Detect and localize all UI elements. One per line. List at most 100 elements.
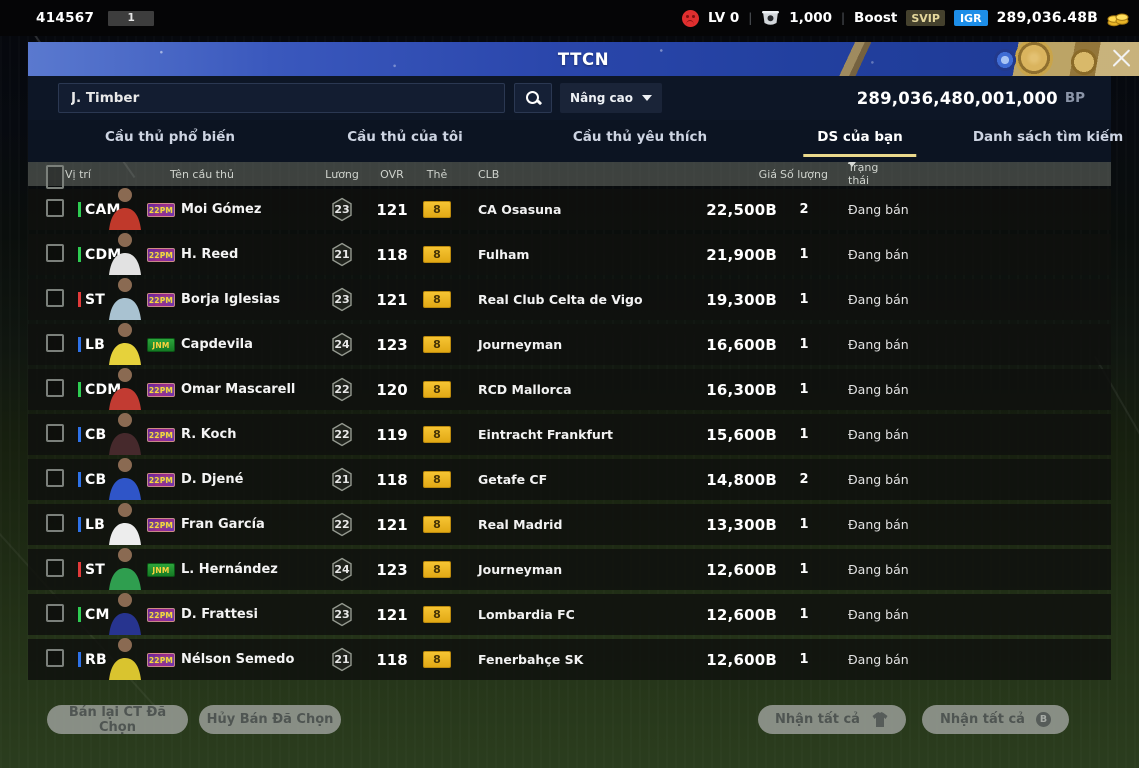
tab-favorite-players[interactable]: Cầu thủ yêu thích xyxy=(572,129,708,145)
table-row[interactable]: LB 22PM Fran García 22 121 8 Real Madrid… xyxy=(28,502,1111,545)
col-club: CLB xyxy=(478,167,500,181)
advanced-search-dropdown[interactable]: Nâng cao xyxy=(560,83,662,113)
table-row[interactable]: CDM 22PM H. Reed 21 118 8 Fulham 21,900B… xyxy=(28,232,1111,275)
level-label: LV 0 xyxy=(707,10,740,26)
price-value: 12,600B xyxy=(706,560,777,579)
table-row[interactable]: CM 22PM D. Frattesi 23 121 8 Lombardia F… xyxy=(28,592,1111,635)
system-top-bar: 414567 1 LV 0 | 1,000 | Boost SVIP IGR 2… xyxy=(0,0,1139,36)
quantity-value: 1 xyxy=(799,337,809,352)
ovr-value: 123 xyxy=(376,335,408,354)
table-row[interactable]: RB 22PM Nélson Semedo 21 118 8 Fenerbahç… xyxy=(28,637,1111,680)
price-value: 14,800B xyxy=(706,470,777,489)
wage-badge: 24 xyxy=(331,557,353,582)
row-checkbox[interactable] xyxy=(46,514,64,532)
position-color-bar xyxy=(78,337,81,352)
player-search-input[interactable] xyxy=(58,83,505,113)
ovr-value: 123 xyxy=(376,560,408,579)
cup-count: 1,000 xyxy=(789,10,832,26)
table-row[interactable]: CB 22PM D. Djené 21 118 8 Getafe CF 14,8… xyxy=(28,457,1111,500)
row-checkbox[interactable] xyxy=(46,559,64,577)
quantity-value: 1 xyxy=(799,517,809,532)
position-color-bar xyxy=(78,202,81,217)
card-season-badge: JNM xyxy=(147,338,175,352)
row-checkbox[interactable] xyxy=(46,469,64,487)
title-trophy-art xyxy=(829,42,1139,76)
player-photo xyxy=(105,634,145,680)
player-name: R. Koch xyxy=(181,427,237,442)
price-value: 12,600B xyxy=(706,605,777,624)
row-checkbox[interactable] xyxy=(46,244,64,262)
status-label: Đang bán xyxy=(848,652,909,667)
card-season-badge: 22PM xyxy=(147,383,175,397)
row-checkbox[interactable] xyxy=(46,649,64,667)
tab-search-list[interactable]: Danh sách tìm kiếm xyxy=(972,129,1124,145)
divider: | xyxy=(841,11,846,25)
row-checkbox[interactable] xyxy=(46,289,64,307)
table-row[interactable]: CB 22PM R. Koch 22 119 8 Eintracht Frank… xyxy=(28,412,1111,455)
position-color-bar xyxy=(78,607,81,622)
wage-badge: 22 xyxy=(331,422,353,447)
wage-badge: 23 xyxy=(331,287,353,312)
table-row[interactable]: ST 22PM Borja Iglesias 23 121 8 Real Clu… xyxy=(28,277,1111,320)
resell-selected-button[interactable]: Bán lại CT Đã Chọn xyxy=(47,705,188,735)
ovr-value: 118 xyxy=(376,245,408,264)
boost-label[interactable]: Boost xyxy=(854,10,898,26)
player-name: H. Reed xyxy=(181,247,239,262)
row-checkbox[interactable] xyxy=(46,199,64,217)
position-label: LB xyxy=(85,516,105,533)
table-row[interactable]: CDM 22PM Omar Mascarell 22 120 8 RCD Mal… xyxy=(28,367,1111,410)
position-label: ST xyxy=(85,561,106,578)
quantity-value: 1 xyxy=(799,427,809,442)
channel-badge[interactable]: 1 xyxy=(108,10,155,26)
claim-all-players-button[interactable]: Nhận tất cả xyxy=(758,705,906,734)
row-checkbox[interactable] xyxy=(46,379,64,397)
select-all-checkbox[interactable] xyxy=(46,165,64,189)
igr-badge[interactable]: IGR xyxy=(953,10,988,26)
tab-my-players[interactable]: Cầu thủ của tôi xyxy=(347,129,463,145)
position-label: CB xyxy=(85,471,107,488)
bp-amount: 289,036,480,001,000 xyxy=(856,88,1058,108)
wage-badge: 21 xyxy=(331,467,353,492)
card-season-badge: 22PM xyxy=(147,653,175,667)
wage-value: 23 xyxy=(334,203,350,216)
search-button[interactable] xyxy=(514,83,552,113)
status-label: Đang bán xyxy=(848,427,909,442)
status-label: Đang bán xyxy=(848,292,909,307)
row-checkbox[interactable] xyxy=(46,334,64,352)
cancel-sale-selected-button[interactable]: Hủy Bán Đã Chọn xyxy=(199,705,341,734)
row-checkbox[interactable] xyxy=(46,424,64,442)
player-name: D. Djené xyxy=(181,472,244,487)
wage-value: 24 xyxy=(334,338,350,351)
ovr-value: 121 xyxy=(376,515,408,534)
position-label: CDM xyxy=(85,381,122,398)
card-level-badge: 8 xyxy=(423,381,451,398)
table-row[interactable]: CAM 22PM Moi Gómez 23 121 8 CA Osasuna 2… xyxy=(28,187,1111,230)
row-checkbox[interactable] xyxy=(46,604,64,622)
card-season-badge: 22PM xyxy=(147,203,175,217)
club-name: Fulham xyxy=(478,247,530,262)
close-icon[interactable] xyxy=(1109,45,1135,71)
claim-all-bp-button[interactable]: Nhận tất cả B xyxy=(922,705,1069,734)
player-name: Nélson Semedo xyxy=(181,652,295,667)
table-row[interactable]: LB JNM Capdevila 24 123 8 Journeyman 16,… xyxy=(28,322,1111,365)
search-icon xyxy=(525,90,542,107)
svip-badge[interactable]: SVIP xyxy=(906,10,945,26)
tab-your-list[interactable]: DS của bạn xyxy=(803,129,917,157)
divider: | xyxy=(748,11,753,25)
position-color-bar xyxy=(78,247,81,262)
wage-value: 22 xyxy=(334,383,350,396)
wage-badge: 21 xyxy=(331,647,353,672)
search-bar: Nâng cao 289,036,480,001,000 BP xyxy=(28,76,1111,120)
club-name: Journeyman xyxy=(478,562,563,577)
coins-icon xyxy=(1107,12,1129,26)
wage-value: 21 xyxy=(334,473,350,486)
card-season-badge: 22PM xyxy=(147,293,175,307)
position-color-bar xyxy=(78,652,81,667)
wage-value: 23 xyxy=(334,293,350,306)
player-photo xyxy=(105,319,145,365)
table-row[interactable]: ST JNM L. Hernández 24 123 8 Journeyman … xyxy=(28,547,1111,590)
col-wage: Lương xyxy=(325,167,359,181)
jersey-icon xyxy=(872,712,888,727)
tab-popular-players[interactable]: Cầu thủ phổ biến xyxy=(104,129,236,145)
card-season-badge: 22PM xyxy=(147,608,175,622)
